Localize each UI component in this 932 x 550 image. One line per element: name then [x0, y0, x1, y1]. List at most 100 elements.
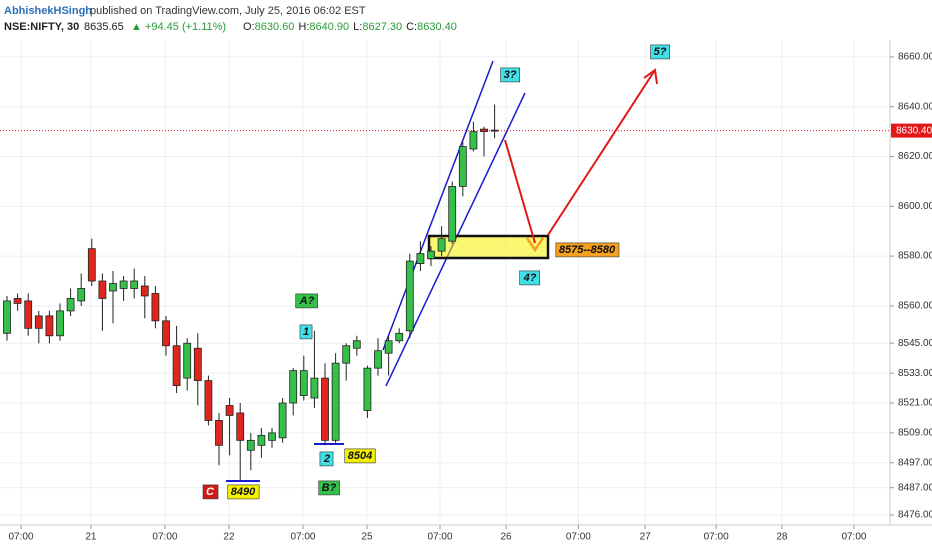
- x-tick-label: 07:00: [704, 532, 729, 543]
- ohlc-key: L:: [353, 21, 362, 33]
- x-tick-label: 07:00: [290, 532, 315, 543]
- annotation-label: 8575--8580: [559, 244, 616, 256]
- candle-body: [77, 288, 86, 302]
- annotation-box: [519, 270, 540, 286]
- y-tick-label: 8640.00: [898, 101, 932, 112]
- y-tick-label: 8497.00: [898, 457, 932, 468]
- x-tick-label: 27: [640, 532, 652, 543]
- x-tick-label: 07:00: [428, 532, 453, 543]
- ohlc-value: 8627.30: [362, 21, 402, 33]
- candle-body: [140, 285, 149, 297]
- arrow-head: [643, 68, 658, 85]
- price: 8635.65: [84, 21, 124, 33]
- candle-body: [130, 280, 139, 289]
- candle-body: [437, 238, 446, 252]
- y-tick-label: 8600.00: [898, 201, 932, 212]
- ohlc-value: 8630.60: [255, 21, 295, 33]
- grid: [0, 40, 890, 525]
- annotation-label: 5?: [654, 46, 667, 58]
- author[interactable]: AbhishekHSingh: [4, 5, 92, 17]
- x-tick-label: 28: [776, 532, 788, 543]
- candle-body: [98, 280, 107, 299]
- candle-body: [352, 340, 361, 349]
- x-tick-label: 07:00: [152, 532, 177, 543]
- candle-body: [236, 412, 245, 441]
- annotation-box: [299, 324, 313, 340]
- y-tick-label: 8509.00: [898, 428, 932, 439]
- drawings: [226, 60, 658, 482]
- annotation-label: 8504: [348, 450, 372, 462]
- y-tick-label: 8545.00: [898, 338, 932, 349]
- x-tick-label: 22: [223, 532, 235, 543]
- candle-body: [151, 293, 160, 322]
- ohlc-value: 8630.40: [417, 21, 457, 33]
- annotation-label: C: [206, 486, 215, 498]
- x-tick-label: 21: [85, 532, 97, 543]
- candle-body: [225, 405, 234, 416]
- candle-body: [363, 367, 372, 411]
- annotation-label: B?: [322, 482, 337, 494]
- y-tick-label: 8580.00: [898, 251, 932, 262]
- arrow-up: [547, 69, 656, 236]
- annotation-label: A?: [299, 295, 315, 307]
- candle-body: [490, 129, 499, 132]
- candle-body: [310, 377, 319, 399]
- candle-body: [183, 342, 192, 379]
- annotation-box: [555, 242, 620, 258]
- x-tick-label: 07:00: [566, 532, 591, 543]
- candle-body: [66, 298, 75, 312]
- candle-body: [257, 434, 266, 446]
- candle-body: [24, 300, 33, 329]
- candle-body: [3, 300, 11, 334]
- candle-body: [172, 345, 181, 386]
- ohlc-key: C:: [406, 21, 417, 33]
- candle-body: [119, 280, 128, 289]
- annotation-box: [319, 451, 334, 467]
- candle-body: [162, 320, 170, 347]
- candle-body: [34, 315, 43, 329]
- annotation-label: 1: [303, 326, 309, 338]
- published: published on TradingView.com, July 25, 2…: [90, 5, 366, 17]
- candle-body: [405, 260, 414, 332]
- annotation-label: 4?: [523, 272, 537, 284]
- x-tick-label: 25: [361, 532, 373, 543]
- candle-body: [342, 345, 351, 364]
- candles: [3, 104, 499, 481]
- candle-body: [321, 377, 329, 441]
- arrow-head: [525, 237, 545, 253]
- candle-body: [331, 362, 340, 441]
- candle-body: [13, 298, 22, 304]
- ohlc-value: 8640.90: [309, 21, 349, 33]
- candle-body: [416, 253, 425, 264]
- annotation-box: [202, 484, 219, 500]
- candle-body: [268, 432, 276, 441]
- annotation-label: 8490: [231, 486, 256, 498]
- change: ▲ +94.45 (+1.11%): [131, 21, 226, 33]
- annotation-box: [650, 44, 670, 60]
- annotation-box: [344, 448, 376, 464]
- candle-body: [204, 380, 213, 421]
- annotation-box: [295, 293, 318, 309]
- candle-body: [289, 370, 298, 404]
- symbol: NSE:NIFTY, 30: [4, 21, 79, 33]
- candle-body: [278, 402, 287, 439]
- candle-body: [193, 347, 202, 381]
- y-tick-label: 8533.00: [898, 368, 932, 379]
- candle-body: [480, 128, 488, 133]
- target-zone: [427, 234, 550, 260]
- y-tick-label: 8521.00: [898, 398, 932, 409]
- candle-body: [45, 315, 54, 337]
- candle-body: [109, 283, 117, 292]
- last-price-badge: [891, 123, 932, 138]
- candle-body: [246, 439, 255, 451]
- arrow-down: [504, 139, 536, 244]
- candle-body: [458, 146, 467, 187]
- axes: 8660.00 8640.00 8620.00 8600.00 8580.00 8560.…: [8, 52, 932, 543]
- y-tick-label: 8487.00: [898, 482, 932, 493]
- candle-body: [384, 340, 393, 354]
- annotation-label: 2: [323, 453, 330, 465]
- y-tick-label: 8660.00: [898, 52, 932, 63]
- channel-upper: [382, 60, 494, 351]
